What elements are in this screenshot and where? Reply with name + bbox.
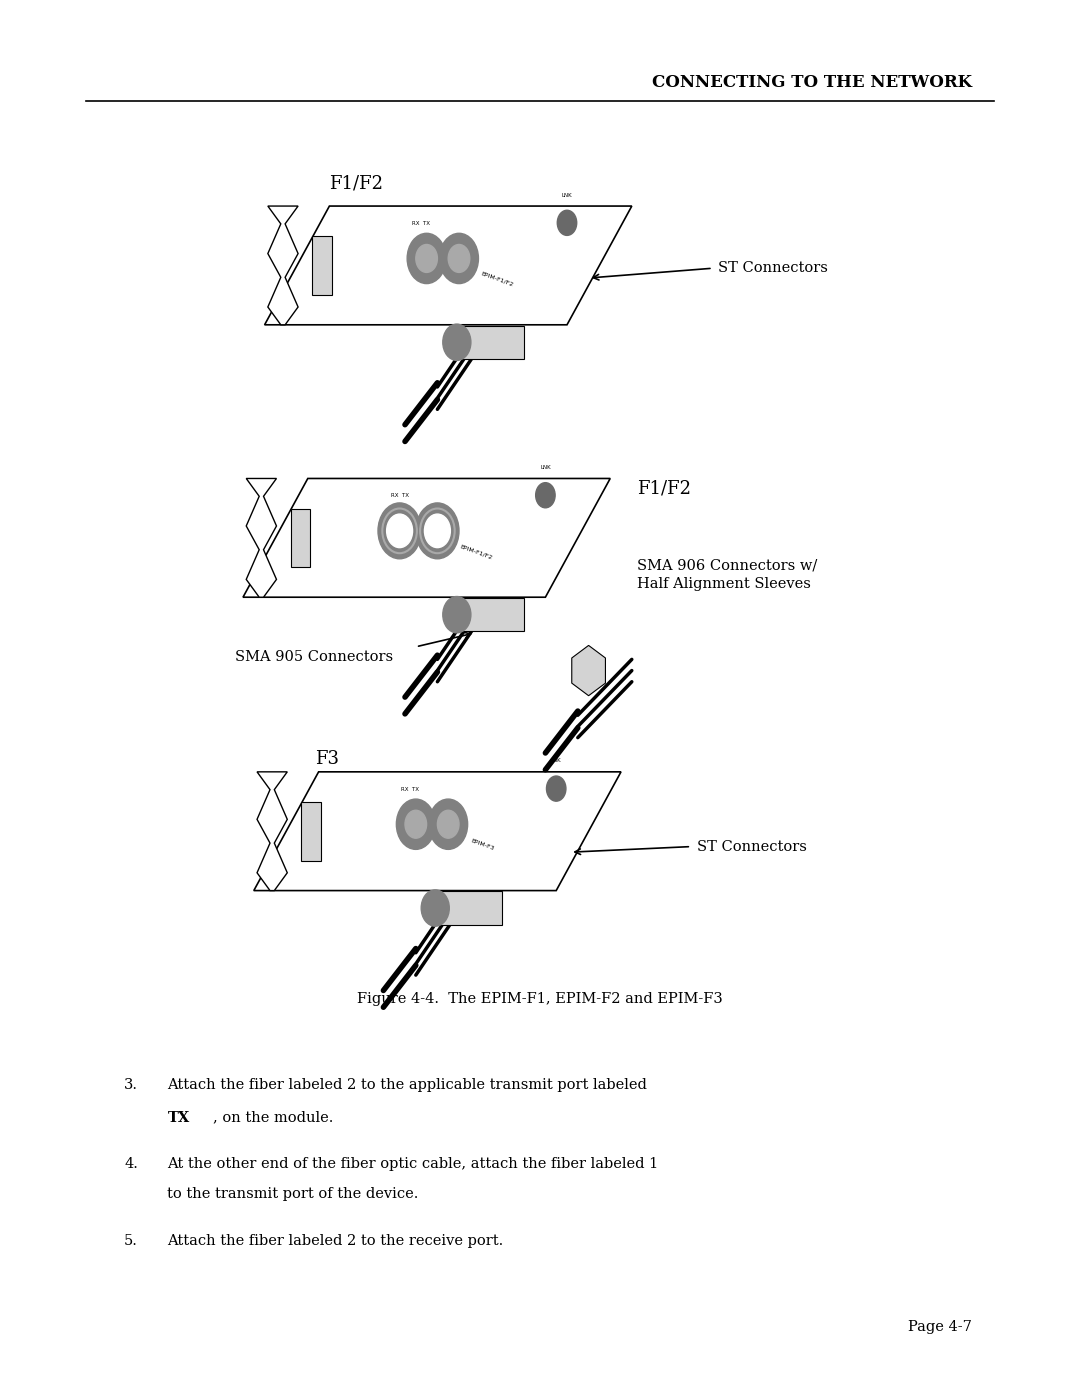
Polygon shape [254,771,621,891]
Text: TX: TX [167,1111,190,1125]
Text: EPIM-F3: EPIM-F3 [470,838,495,852]
Circle shape [416,503,459,559]
Polygon shape [571,645,606,696]
Circle shape [557,210,577,236]
Text: Page 4-7: Page 4-7 [908,1320,972,1334]
FancyBboxPatch shape [312,236,332,295]
Text: LNK: LNK [540,465,551,469]
Circle shape [416,244,437,272]
Polygon shape [268,205,298,326]
Text: EPIM-F1/F2: EPIM-F1/F2 [459,543,492,560]
Circle shape [437,810,459,838]
Text: LNK: LNK [562,193,572,198]
Text: SMA 905 Connectors: SMA 905 Connectors [235,650,393,664]
Text: 5.: 5. [124,1234,138,1248]
Circle shape [443,597,471,633]
Text: Attach the fiber labeled 2 to the applicable transmit port labeled: Attach the fiber labeled 2 to the applic… [167,1078,647,1092]
Circle shape [424,514,450,548]
Text: , on the module.: , on the module. [213,1111,333,1125]
Circle shape [443,324,471,360]
Text: Figure 4-4.  The EPIM-F1, EPIM-F2 and EPIM-F3: Figure 4-4. The EPIM-F1, EPIM-F2 and EPI… [357,992,723,1006]
FancyBboxPatch shape [291,509,310,567]
Circle shape [546,777,566,802]
Polygon shape [246,479,276,598]
Text: F1/F2: F1/F2 [637,479,691,497]
Circle shape [396,799,435,849]
Circle shape [421,890,449,926]
Circle shape [378,503,421,559]
Text: RX  TX: RX TX [413,221,430,226]
Text: F1/F2: F1/F2 [329,175,383,193]
Circle shape [440,233,478,284]
Polygon shape [265,205,632,326]
Text: ST Connectors: ST Connectors [697,840,807,854]
Circle shape [387,514,413,548]
Text: Attach the fiber labeled 2 to the receive port.: Attach the fiber labeled 2 to the receiv… [167,1234,503,1248]
Text: At the other end of the fiber optic cable, attach the fiber labeled 1: At the other end of the fiber optic cabl… [167,1157,659,1171]
Polygon shape [243,479,610,598]
Text: CONNECTING TO THE NETWORK: CONNECTING TO THE NETWORK [652,74,972,91]
Circle shape [448,244,470,272]
Polygon shape [257,771,287,891]
Text: to the transmit port of the device.: to the transmit port of the device. [167,1187,419,1201]
Text: LNK: LNK [551,759,562,763]
Circle shape [405,810,427,838]
Circle shape [407,233,446,284]
Circle shape [536,483,555,509]
Text: F3: F3 [315,750,339,768]
Text: 3.: 3. [124,1078,138,1092]
Text: SMA 906 Connectors w/
Half Alignment Sleeves: SMA 906 Connectors w/ Half Alignment Sle… [637,559,818,591]
FancyBboxPatch shape [301,802,321,861]
Text: EPIM-F1/F2: EPIM-F1/F2 [481,271,514,288]
Circle shape [429,799,468,849]
Text: 4.: 4. [124,1157,138,1171]
Text: ST Connectors: ST Connectors [718,261,828,275]
Text: RX  TX: RX TX [402,787,419,792]
Polygon shape [437,891,502,925]
Polygon shape [459,598,524,631]
Text: RX  TX: RX TX [391,493,408,499]
Polygon shape [459,326,524,359]
